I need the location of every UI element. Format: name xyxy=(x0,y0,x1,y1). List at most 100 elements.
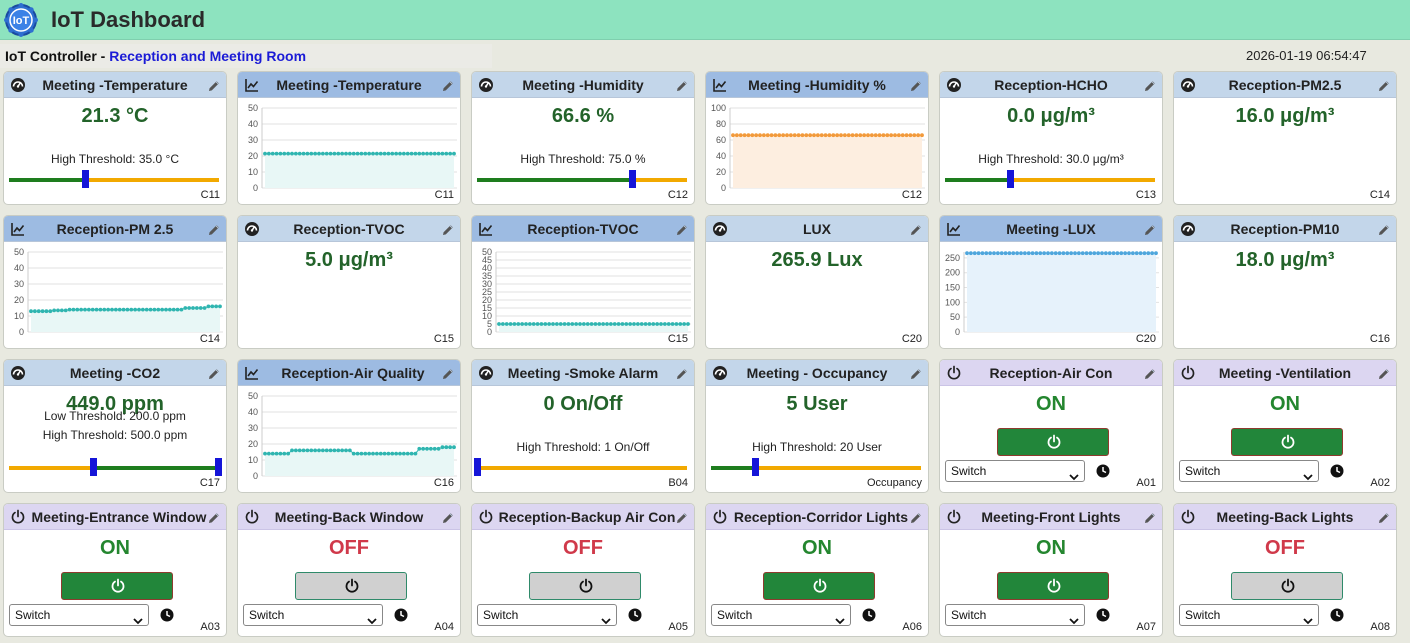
power-icon xyxy=(1047,578,1061,593)
schedule-clock-icon[interactable] xyxy=(1096,464,1110,483)
power-toggle-button[interactable] xyxy=(1231,572,1343,600)
edit-pencil-icon[interactable] xyxy=(676,511,688,523)
data-point xyxy=(862,133,867,138)
data-point xyxy=(363,151,368,156)
edit-pencil-icon[interactable] xyxy=(676,367,688,379)
edit-pencil-icon[interactable] xyxy=(1378,367,1390,379)
power-toggle-button[interactable] xyxy=(1231,428,1343,456)
edit-pencil-icon[interactable] xyxy=(910,79,922,91)
y-tick-label: 0 xyxy=(487,327,492,337)
edit-pencil-icon[interactable] xyxy=(1378,223,1390,235)
data-point xyxy=(666,322,671,326)
data-point xyxy=(601,322,606,326)
mode-select[interactable]: Switch xyxy=(9,604,149,626)
data-point xyxy=(893,133,897,138)
edit-pencil-icon[interactable] xyxy=(442,223,454,235)
edit-pencil-icon[interactable] xyxy=(442,367,454,379)
data-point xyxy=(317,448,321,453)
device-id: A01 xyxy=(1136,477,1156,489)
schedule-clock-icon[interactable] xyxy=(1330,608,1344,627)
card-title: Meeting -Smoke Alarm xyxy=(507,365,659,381)
edit-pencil-icon[interactable] xyxy=(442,79,454,91)
mode-select[interactable]: Switch xyxy=(711,604,851,626)
data-point xyxy=(881,133,886,138)
device-id: A06 xyxy=(902,621,922,633)
power-icon xyxy=(712,509,728,525)
card-header: Meeting -Humidity xyxy=(472,72,694,98)
data-point xyxy=(440,151,445,156)
mode-select[interactable]: Switch xyxy=(1179,604,1319,626)
power-icon xyxy=(10,509,26,525)
power-toggle-button[interactable] xyxy=(295,572,407,600)
power-toggle-button[interactable] xyxy=(997,428,1109,456)
edit-pencil-icon[interactable] xyxy=(1378,79,1390,91)
data-point xyxy=(94,307,99,312)
schedule-clock-icon[interactable] xyxy=(394,608,408,627)
power-icon xyxy=(1047,434,1061,449)
data-point xyxy=(819,133,824,138)
schedule-clock-icon[interactable] xyxy=(1330,464,1344,483)
data-point xyxy=(405,451,410,456)
edit-pencil-icon[interactable] xyxy=(910,367,922,379)
power-toggle-button[interactable] xyxy=(997,572,1109,600)
edit-pencil-icon[interactable] xyxy=(676,223,688,235)
edit-pencil-icon[interactable] xyxy=(1144,79,1156,91)
data-point xyxy=(585,322,590,326)
edit-pencil-icon[interactable] xyxy=(1144,511,1156,523)
data-point xyxy=(56,308,60,313)
data-point xyxy=(340,151,345,156)
data-point xyxy=(398,451,402,456)
edit-pencil-icon[interactable] xyxy=(442,511,454,523)
power-toggle-button[interactable] xyxy=(61,572,173,600)
data-point xyxy=(1092,251,1097,256)
edit-pencil-icon[interactable] xyxy=(910,223,922,235)
edit-pencil-icon[interactable] xyxy=(208,367,220,379)
device-id: A07 xyxy=(1136,621,1156,633)
edit-pencil-icon[interactable] xyxy=(208,79,220,91)
schedule-clock-icon[interactable] xyxy=(1096,608,1110,627)
slider-thumb xyxy=(474,458,481,476)
edit-pencil-icon[interactable] xyxy=(1144,367,1156,379)
device-id: B04 xyxy=(668,477,688,489)
gauge-icon xyxy=(10,77,26,93)
card-title: Reception-TVOC xyxy=(293,221,405,237)
schedule-clock-icon[interactable] xyxy=(160,608,174,627)
schedule-clock-icon[interactable] xyxy=(862,608,876,627)
sensor-value: 5.0 μg/m³ xyxy=(305,249,393,271)
threshold-slider xyxy=(711,458,921,476)
mode-select[interactable]: Switch xyxy=(243,604,383,626)
card-meeting-lux-chart: Meeting -LUX 0 50 100 150 200 250 C20 xyxy=(939,215,1163,349)
edit-pencil-icon[interactable] xyxy=(208,511,220,523)
slider-thumb xyxy=(629,170,637,188)
data-point xyxy=(110,307,114,312)
card-title: Reception-Air Con xyxy=(989,365,1113,381)
data-point xyxy=(574,322,579,326)
card-title: Reception-PM2.5 xyxy=(1228,77,1342,93)
data-point xyxy=(527,322,532,326)
mode-select[interactable]: Switch xyxy=(477,604,617,626)
gauge-icon xyxy=(1180,77,1196,93)
device-id: C12 xyxy=(901,189,922,201)
edit-pencil-icon[interactable] xyxy=(208,223,220,235)
power-toggle-button[interactable] xyxy=(529,572,641,600)
power-toggle-button[interactable] xyxy=(763,572,875,600)
device-id: C16 xyxy=(433,477,454,489)
mode-select[interactable]: Switch xyxy=(1179,460,1319,482)
edit-pencil-icon[interactable] xyxy=(1378,511,1390,523)
data-point xyxy=(535,322,540,326)
card-meeting-co2-gauge: Meeting -CO2 449.0 ppm Low Threshold: 200.… xyxy=(3,359,227,493)
data-point xyxy=(889,133,894,138)
edit-pencil-icon[interactable] xyxy=(1144,223,1156,235)
y-tick-label: 20 xyxy=(248,439,258,449)
mode-select[interactable]: Switch xyxy=(945,460,1085,482)
data-point xyxy=(785,133,789,138)
data-point xyxy=(340,448,345,453)
schedule-clock-icon[interactable] xyxy=(628,608,642,627)
card-header: Meeting-Entrance Window xyxy=(4,504,226,530)
data-point xyxy=(827,133,832,138)
data-point xyxy=(270,451,275,456)
edit-pencil-icon[interactable] xyxy=(676,79,688,91)
mode-select-value: Switch xyxy=(1185,464,1221,478)
edit-pencil-icon[interactable] xyxy=(910,511,922,523)
mode-select[interactable]: Switch xyxy=(945,604,1085,626)
